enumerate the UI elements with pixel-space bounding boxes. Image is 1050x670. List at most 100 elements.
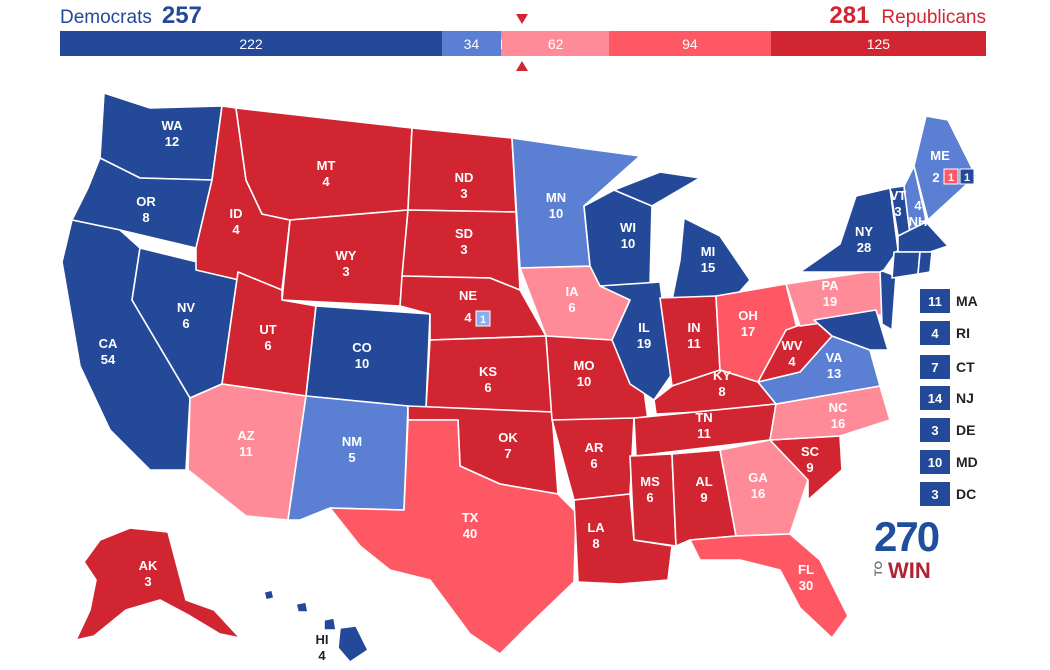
label-id-ev: 4 bbox=[232, 222, 240, 237]
state-mi-upper[interactable] bbox=[613, 171, 701, 207]
state-ga[interactable] bbox=[719, 439, 809, 537]
republicans-label: Republicans bbox=[881, 7, 986, 28]
me-district-rep-box[interactable] bbox=[943, 168, 959, 185]
ne-district-box[interactable] bbox=[475, 310, 491, 327]
label-az-ev: 11 bbox=[239, 444, 253, 459]
bar-segment-safe-rep[interactable]: 125 bbox=[770, 31, 986, 56]
label-wy-abbr: WY bbox=[336, 248, 357, 263]
label-ny-ev: 28 bbox=[857, 240, 871, 255]
270towin-logo[interactable]: 270 TO WIN bbox=[873, 516, 944, 583]
label-id-abbr: ID bbox=[230, 206, 243, 221]
bar-segment-label: 34 bbox=[463, 35, 480, 52]
republicans-header: 281 Republicans bbox=[829, 2, 986, 30]
side-state-ct[interactable]: 7 CT bbox=[920, 354, 975, 380]
label-sd-abbr: SD bbox=[455, 226, 473, 241]
label-al-ev: 9 bbox=[700, 490, 707, 505]
bar-segment-likely-dem[interactable]: 34 bbox=[442, 31, 501, 56]
logo-win: WIN bbox=[888, 558, 931, 583]
label-va-abbr: VA bbox=[825, 350, 843, 365]
bar-segment-lean-rep[interactable]: 62 bbox=[502, 31, 610, 56]
label-or-ev: 8 bbox=[142, 210, 149, 225]
state-mi[interactable] bbox=[671, 217, 751, 301]
state-fl[interactable] bbox=[689, 533, 849, 639]
label-ak-abbr: AK bbox=[139, 558, 158, 573]
label-ky-ev: 8 bbox=[718, 384, 725, 399]
bar-segment-likely-rep[interactable]: 94 bbox=[609, 31, 771, 56]
label-ak-ev: 3 bbox=[144, 574, 151, 589]
bar-segment-label: 62 bbox=[547, 35, 564, 52]
side-state-nj[interactable]: 14 NJ bbox=[920, 385, 974, 411]
state-wi[interactable] bbox=[583, 189, 653, 287]
state-nh[interactable] bbox=[903, 165, 927, 235]
state-or[interactable] bbox=[71, 157, 213, 249]
label-fl-ev: 30 bbox=[799, 578, 813, 593]
label-tn-ev: 11 bbox=[697, 426, 711, 441]
state-ri[interactable] bbox=[917, 251, 933, 275]
label-nh-ev: 4 bbox=[914, 198, 922, 213]
label-ks-abbr: KS bbox=[479, 364, 497, 379]
label-ar-ev: 6 bbox=[590, 456, 597, 471]
democrats-header: Democrats 257 bbox=[60, 2, 202, 30]
label-pa-ev: 19 bbox=[823, 294, 837, 309]
label-ok-ev: 7 bbox=[504, 446, 511, 461]
state-ct[interactable] bbox=[891, 251, 921, 279]
label-sd-ev: 3 bbox=[460, 242, 467, 257]
label-ne-ev: 4 bbox=[464, 310, 472, 325]
label-il-abbr: IL bbox=[638, 320, 650, 335]
state-tx[interactable] bbox=[329, 419, 577, 655]
side-state-ri[interactable]: 4 RI bbox=[920, 320, 970, 346]
label-or-abbr: OR bbox=[136, 194, 156, 209]
label-sc-ev: 9 bbox=[806, 460, 813, 475]
label-in-ev: 11 bbox=[687, 336, 701, 351]
label-me-district-dem: 1 bbox=[964, 172, 970, 184]
electoral-vote-bar: 222 34 1 62 94 125 bbox=[60, 31, 986, 56]
majority-marker-bottom-icon bbox=[516, 61, 528, 71]
state-md[interactable] bbox=[813, 309, 889, 351]
label-nv-abbr: NV bbox=[177, 300, 195, 315]
bar-segment-label: 1 bbox=[501, 36, 503, 52]
label-az-abbr: AZ bbox=[237, 428, 254, 443]
label-wi-abbr: WI bbox=[620, 220, 636, 235]
republicans-total: 281 bbox=[829, 2, 870, 29]
side-state-dc[interactable]: 3 DC bbox=[920, 481, 976, 507]
state-ak[interactable] bbox=[75, 527, 241, 641]
side-ev-box: 14 bbox=[920, 386, 950, 410]
label-vt-ev: 3 bbox=[894, 204, 901, 219]
bar-segment-lean-dem[interactable]: 1 bbox=[500, 31, 503, 56]
side-state-ma[interactable]: 11 MA bbox=[920, 288, 978, 314]
state-ca[interactable] bbox=[61, 219, 191, 471]
label-hi-abbr: HI bbox=[316, 632, 329, 647]
label-nd-abbr: ND bbox=[455, 170, 474, 185]
label-oh-abbr: OH bbox=[738, 308, 758, 323]
label-mo-ev: 10 bbox=[577, 374, 591, 389]
bar-segment-safe-dem[interactable]: 222 bbox=[60, 31, 443, 56]
side-state-md[interactable]: 10 MD bbox=[920, 449, 978, 475]
label-wv-abbr: WV bbox=[782, 338, 803, 353]
side-abbr: MD bbox=[956, 454, 978, 470]
label-ut-abbr: UT bbox=[259, 322, 276, 337]
state-ny[interactable] bbox=[799, 187, 899, 273]
label-ca-ev: 54 bbox=[101, 352, 116, 367]
state-ma[interactable] bbox=[897, 221, 949, 253]
side-abbr: MA bbox=[956, 293, 978, 309]
label-al-abbr: AL bbox=[695, 474, 712, 489]
label-wa-ev: 12 bbox=[165, 134, 179, 149]
side-ev-box: 10 bbox=[920, 450, 950, 474]
me-district-dem-box[interactable] bbox=[959, 168, 975, 185]
label-ga-ev: 16 bbox=[751, 486, 765, 501]
label-tx-ev: 40 bbox=[463, 526, 477, 541]
label-wy-ev: 3 bbox=[342, 264, 349, 279]
democrats-total: 257 bbox=[161, 2, 202, 29]
side-state-de[interactable]: 3 DE bbox=[920, 417, 975, 443]
label-pa-abbr: PA bbox=[821, 278, 839, 293]
state-la[interactable] bbox=[573, 493, 673, 585]
state-nj[interactable] bbox=[879, 269, 897, 331]
label-nd-ev: 3 bbox=[460, 186, 467, 201]
label-co-ev: 10 bbox=[355, 356, 369, 371]
label-ms-abbr: MS bbox=[640, 474, 660, 489]
label-ny-abbr: NY bbox=[855, 224, 873, 239]
state-hi[interactable] bbox=[263, 589, 369, 663]
label-ia-ev: 6 bbox=[568, 300, 575, 315]
label-hi-ev: 4 bbox=[318, 648, 326, 663]
state-me[interactable] bbox=[913, 115, 977, 221]
